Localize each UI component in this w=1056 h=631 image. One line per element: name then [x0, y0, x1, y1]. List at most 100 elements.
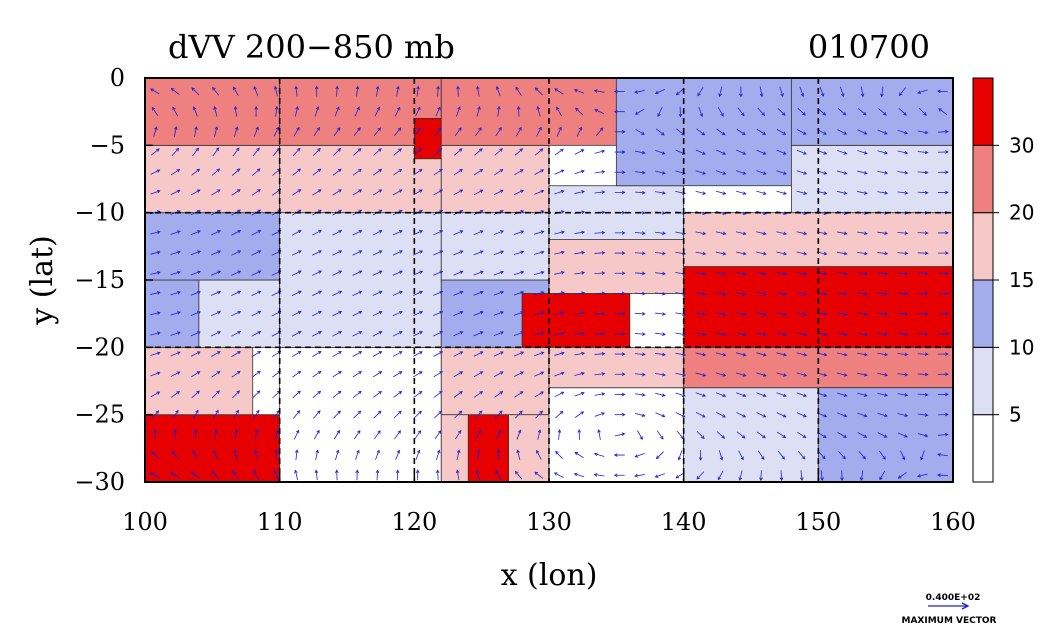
wind-vector-647	[292, 147, 301, 157]
wind-vector-head	[843, 251, 848, 256]
wind-vector-head	[477, 106, 481, 110]
wind-vector-head	[601, 311, 606, 316]
wind-vector-354	[836, 312, 848, 316]
wind-vector-579	[534, 189, 545, 195]
wind-vector-shaft	[251, 189, 261, 196]
wind-vector-42	[192, 450, 199, 460]
wind-vector-180	[554, 391, 565, 398]
wind-vector-shaft	[736, 392, 746, 397]
wind-vector-391	[776, 292, 788, 296]
wind-vector-head	[904, 251, 909, 256]
wind-vector-519	[937, 231, 949, 235]
wind-vector-694	[434, 127, 442, 136]
wind-vector-624	[634, 170, 646, 175]
wind-vector-head	[439, 270, 444, 274]
wind-vector-236	[877, 372, 889, 377]
colorbar-swatch-5	[972, 77, 994, 146]
wind-vector-shaft	[634, 373, 645, 376]
wind-vector-head	[338, 290, 343, 294]
wind-vector-shaft	[172, 410, 179, 420]
wind-vector-shaft	[170, 331, 181, 336]
wind-vector-head	[561, 270, 565, 275]
wind-vector-shaft	[413, 371, 423, 378]
y-tick-label: −10	[74, 199, 125, 227]
wind-vector-337	[493, 311, 504, 316]
wind-vector-200	[150, 371, 161, 377]
wind-vector-head	[396, 449, 401, 454]
wind-vector-shaft	[594, 412, 605, 417]
wind-vector-head	[297, 290, 302, 294]
wind-vector-head	[540, 351, 545, 355]
wind-vector-shaft	[533, 231, 544, 235]
wind-vector-head	[678, 113, 683, 118]
wind-vector-shaft	[717, 470, 724, 480]
wind-vector-253	[413, 351, 423, 357]
wind-vector-40	[150, 450, 159, 459]
wind-vector-head	[295, 429, 300, 434]
wind-vector-324	[231, 310, 242, 317]
wind-vector-head	[274, 449, 279, 453]
wind-vector-13	[415, 469, 420, 481]
wind-vector-shaft	[594, 252, 605, 254]
wind-vector-261	[574, 351, 586, 356]
wind-vector-shaft	[150, 251, 161, 255]
y-tick-label: 0	[110, 64, 125, 92]
wind-vector-shaft	[840, 86, 844, 97]
wind-vector-shaft	[696, 128, 705, 136]
wind-vector-719	[937, 129, 949, 134]
wind-vector-shaft	[598, 429, 601, 440]
wind-vector-head	[843, 171, 848, 175]
wind-vector-shaft	[253, 127, 259, 137]
wind-vector-shaft	[881, 86, 884, 97]
wind-vector-474	[836, 251, 848, 256]
max-vector-value: 0.400E+02	[926, 593, 981, 603]
wind-vector-711	[776, 129, 787, 135]
wind-vector-755	[858, 108, 867, 116]
wind-vector-shaft	[860, 86, 864, 97]
wind-vector-shaft	[877, 372, 888, 376]
wind-vector-488	[312, 230, 322, 236]
wind-vector-head	[357, 148, 362, 152]
wind-vector-head	[254, 105, 258, 110]
wind-vector-567	[292, 189, 302, 196]
wind-vector-shaft	[413, 189, 423, 196]
wind-vector-shaft	[352, 230, 362, 236]
wind-vector-shaft	[556, 127, 562, 137]
wind-vector-shaft	[453, 351, 463, 357]
shear-region-29	[791, 144, 953, 214]
wind-vector-334	[433, 311, 444, 317]
wind-vector-head	[296, 126, 300, 131]
wind-vector-610	[352, 168, 362, 176]
wind-vector-shaft	[776, 352, 787, 356]
wind-vector-110	[756, 431, 766, 439]
wind-vector-407	[291, 270, 302, 276]
wind-vector-22	[593, 473, 605, 477]
wind-vector-shaft	[917, 413, 928, 416]
wind-vector-219	[534, 371, 545, 377]
wind-vector-shaft	[756, 190, 767, 195]
wind-vector-163	[211, 390, 220, 399]
wind-vector-head	[702, 271, 707, 276]
wind-vector-head	[780, 93, 784, 98]
wind-vector-shaft	[171, 391, 180, 398]
wind-vector-115	[857, 432, 868, 438]
wind-vector-shaft	[477, 450, 480, 461]
wind-vector-190	[756, 392, 767, 398]
wind-vector-head	[214, 429, 218, 433]
wind-vector-head	[742, 191, 747, 195]
wind-vector-317	[897, 332, 909, 336]
wind-vector-head	[782, 414, 787, 418]
wind-vector-414	[433, 270, 444, 276]
wind-vector-head	[904, 393, 909, 397]
wind-vector-shaft	[738, 450, 744, 460]
wind-vector-shaft	[799, 86, 804, 97]
wind-vector-head	[741, 112, 745, 117]
wind-vector-head	[843, 352, 848, 357]
wind-vector-shaft	[231, 168, 240, 176]
wind-vector-shaft	[190, 230, 201, 236]
wind-vector-shaft	[676, 87, 685, 96]
wind-vector-head	[458, 410, 463, 415]
wind-vector-173	[413, 391, 423, 398]
wind-vector-head	[945, 332, 949, 336]
wind-vector-head	[294, 469, 298, 474]
